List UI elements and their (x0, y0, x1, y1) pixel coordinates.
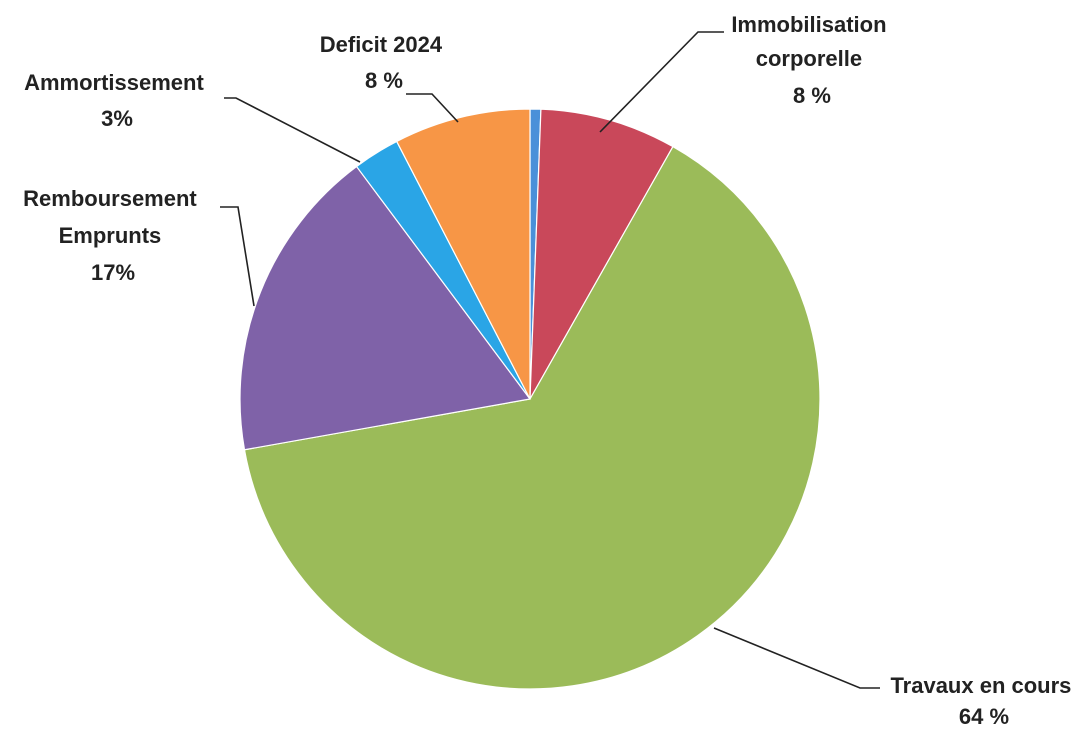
leader-line-remb (220, 206, 255, 307)
label-travaux: Travaux en cours 64 % (890, 673, 1077, 729)
label-immo-line-3: 8 % (793, 83, 831, 108)
label-immo: Immobilisation corporelle 8 % (731, 12, 892, 108)
label-ammort-line-1: Ammortissement (24, 70, 204, 95)
label-ammort-line-2: 3% (101, 106, 133, 131)
label-remb-line-1: Remboursement (23, 186, 197, 211)
pie-slice-travaux (243, 145, 821, 690)
label-travaux-line-2: 64 % (959, 704, 1009, 729)
label-immo-line-2: corporelle (756, 46, 862, 71)
label-remb-line-3: 17% (91, 260, 135, 285)
label-deficit: Deficit 2024 8 % (320, 32, 448, 93)
label-deficit-line-1: Deficit 2024 (320, 32, 443, 57)
pie-slice-deficit (395, 108, 531, 400)
leader-line-deficit (406, 93, 459, 123)
label-ammort: Ammortissement 3% (24, 70, 210, 131)
label-travaux-line-1: Travaux en cours (890, 673, 1071, 698)
pie-slice-remb (239, 165, 532, 451)
label-immo-line-1: Immobilisation (731, 12, 886, 37)
label-deficit-line-2: 8 % (365, 68, 403, 93)
leader-line-travaux (713, 627, 880, 689)
label-remb-line-2: Emprunts (59, 223, 162, 248)
pie-slice-immo (529, 108, 674, 400)
pie-slices (239, 108, 821, 690)
label-remb: Remboursement Emprunts 17% (23, 186, 203, 285)
leader-line-immo (599, 31, 724, 133)
leader-line-ammort (224, 97, 361, 163)
